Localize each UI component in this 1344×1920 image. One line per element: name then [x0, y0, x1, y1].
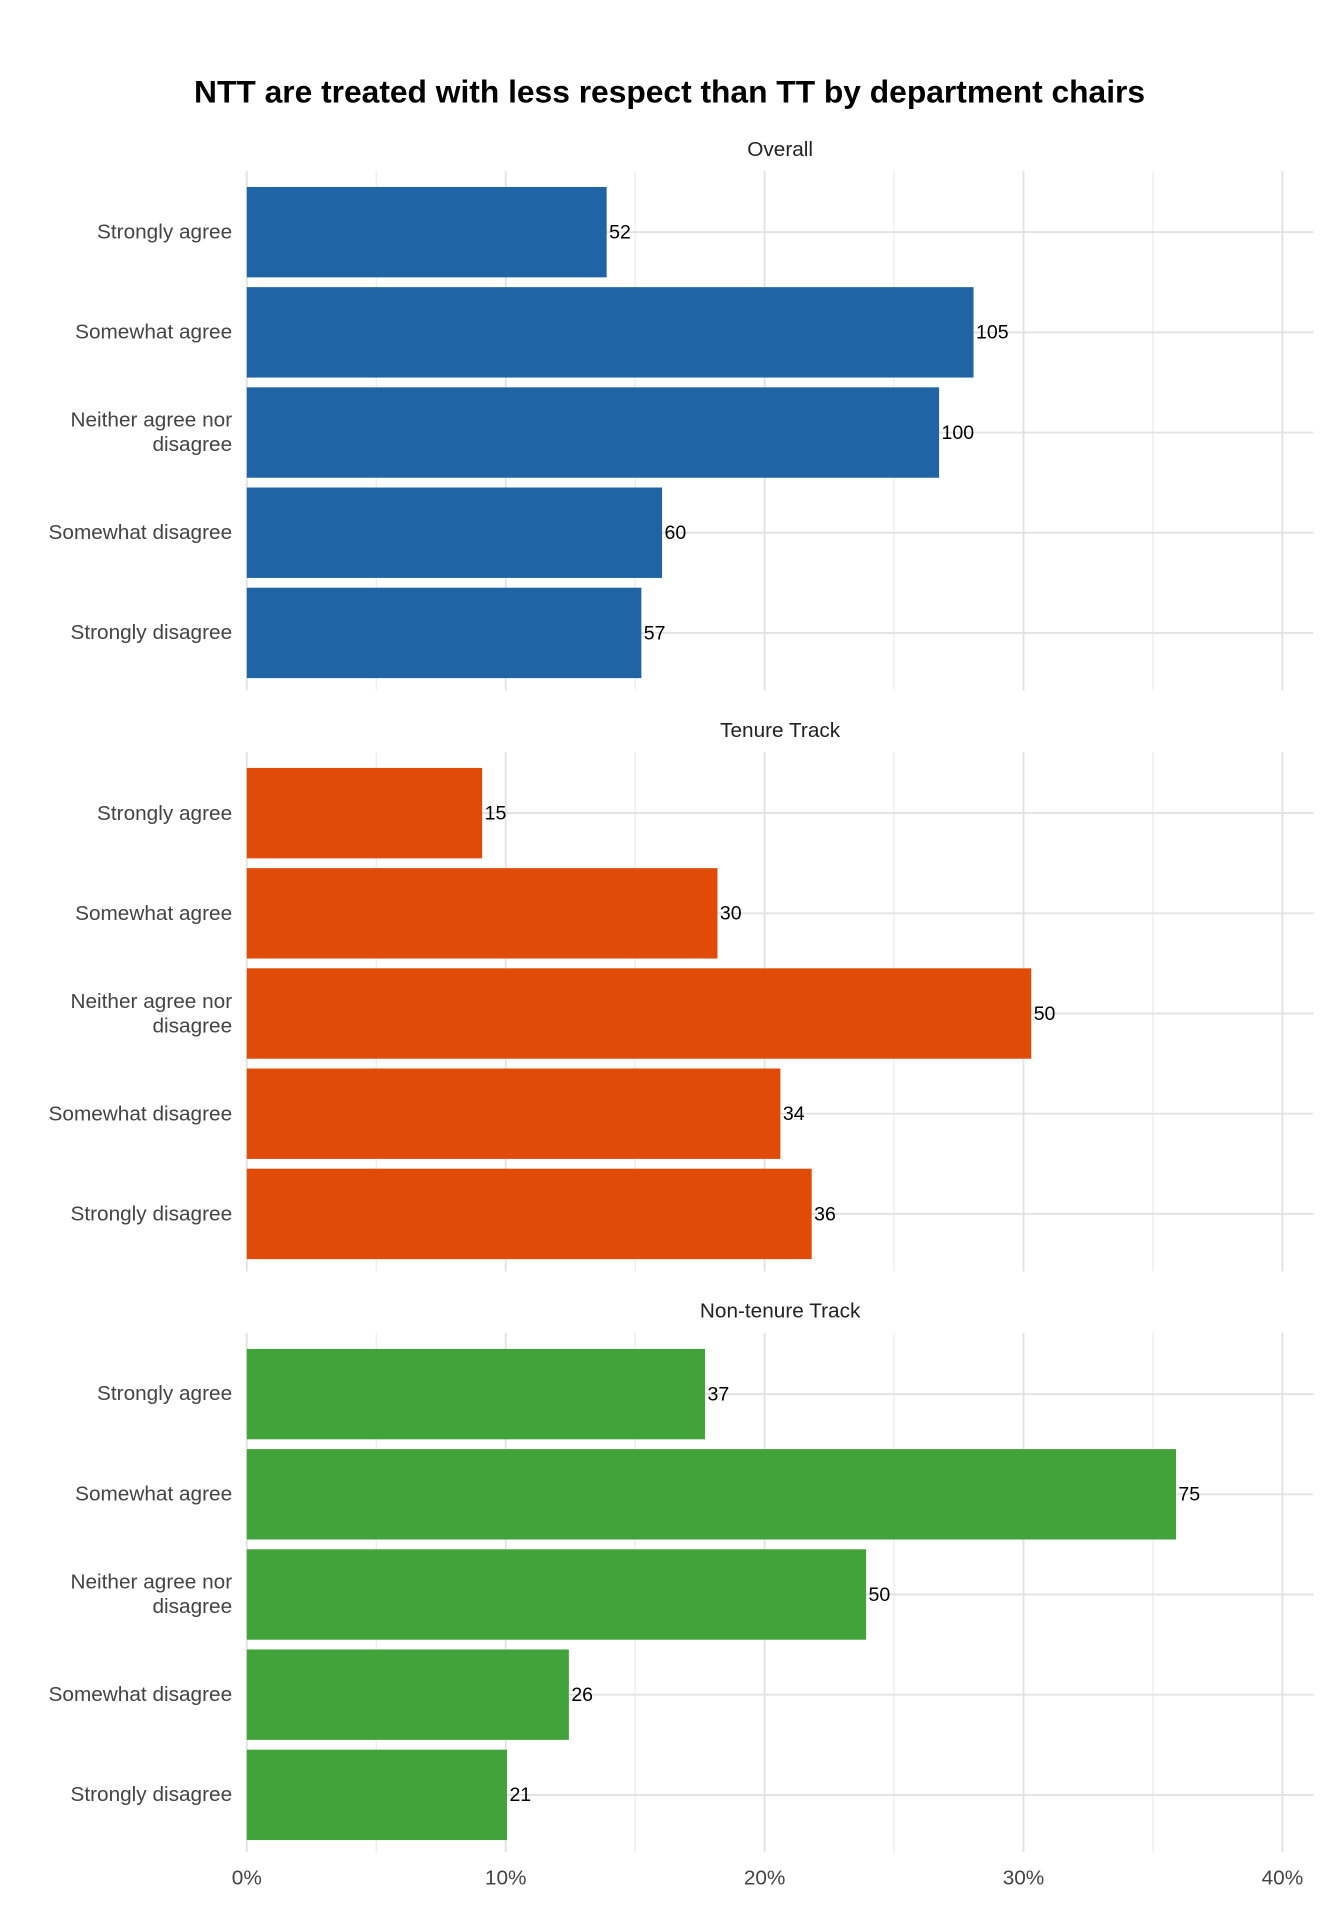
value-label: 30 — [720, 903, 742, 925]
category-label: Somewhat agree — [75, 1482, 233, 1506]
category-label: Strongly disagree — [70, 1201, 233, 1225]
bar — [246, 1749, 507, 1841]
x-tick-label: 40% — [1262, 1867, 1304, 1890]
category-label-box: Neither agree nor disagree — [70, 989, 233, 1037]
category-label-box: Strongly disagree — [70, 1782, 233, 1806]
value-label: 52 — [609, 222, 631, 244]
category-label: Somewhat disagree — [48, 1101, 233, 1125]
x-tick-label: 10% — [485, 1867, 527, 1890]
category-label: Neither agree nor disagree — [70, 989, 233, 1037]
bar — [246, 1168, 812, 1260]
category-label: Neither agree nor disagree — [70, 408, 233, 456]
value-label: 21 — [509, 1784, 531, 1806]
bar — [246, 1449, 1176, 1540]
category-label-box: Strongly agree — [97, 800, 233, 825]
x-tick-label: 30% — [1003, 1867, 1045, 1890]
bar — [246, 1549, 867, 1640]
bar — [246, 287, 974, 378]
category-label-box: Somewhat disagree — [48, 1682, 233, 1706]
category-label: Strongly agree — [97, 219, 233, 244]
value-label: 60 — [665, 522, 687, 544]
value-label: 15 — [485, 803, 507, 825]
value-label: 105 — [976, 322, 1009, 344]
category-label-box: Strongly disagree — [70, 620, 233, 644]
bar — [246, 587, 642, 679]
category-label: Strongly disagree — [70, 620, 233, 644]
category-label: Strongly disagree — [70, 1782, 233, 1806]
bar — [246, 1068, 781, 1159]
category-label-box: Strongly disagree — [70, 1201, 233, 1225]
bar — [246, 868, 718, 959]
panel-title: Non-tenure Track — [700, 1300, 861, 1323]
category-label-box: Somewhat disagree — [48, 520, 233, 544]
category-label: Somewhat agree — [75, 901, 233, 925]
bar — [246, 1348, 706, 1440]
value-label: 36 — [814, 1203, 836, 1225]
value-label: 37 — [707, 1383, 729, 1405]
value-label: 26 — [571, 1684, 593, 1706]
bar — [246, 387, 940, 478]
chart-title: NTT are treated with less respect than T… — [194, 73, 1145, 109]
category-label-box: Strongly agree — [97, 219, 233, 244]
bar — [246, 1649, 569, 1740]
category-label: Somewhat disagree — [48, 520, 233, 544]
category-label: Somewhat disagree — [48, 1682, 233, 1706]
bar — [246, 767, 483, 859]
value-label: 34 — [783, 1103, 805, 1125]
x-tick-label: 0% — [232, 1867, 262, 1890]
x-tick-label: 20% — [744, 1867, 786, 1890]
category-label: Strongly agree — [97, 1381, 233, 1406]
value-label: 100 — [942, 422, 975, 444]
bar — [246, 186, 607, 278]
category-label-box: Somewhat agree — [75, 901, 233, 925]
category-label-box: Somewhat disagree — [48, 1101, 233, 1125]
category-label-box: Neither agree nor disagree — [70, 1570, 233, 1618]
value-label: 57 — [644, 622, 666, 644]
value-label: 50 — [869, 1584, 891, 1606]
panel-title: Overall — [747, 138, 813, 161]
category-label-box: Neither agree nor disagree — [70, 408, 233, 456]
panel-title: Tenure Track — [720, 719, 841, 742]
category-label-box: Somewhat agree — [75, 320, 233, 344]
category-label-box: Somewhat agree — [75, 1482, 233, 1506]
bar — [246, 487, 663, 578]
value-label: 50 — [1034, 1003, 1056, 1025]
value-label: 75 — [1178, 1484, 1200, 1506]
category-label-box: Strongly agree — [97, 1381, 233, 1406]
category-label: Strongly agree — [97, 800, 233, 825]
bar — [246, 968, 1032, 1059]
category-label: Somewhat agree — [75, 320, 233, 344]
category-label: Neither agree nor disagree — [70, 1570, 233, 1618]
